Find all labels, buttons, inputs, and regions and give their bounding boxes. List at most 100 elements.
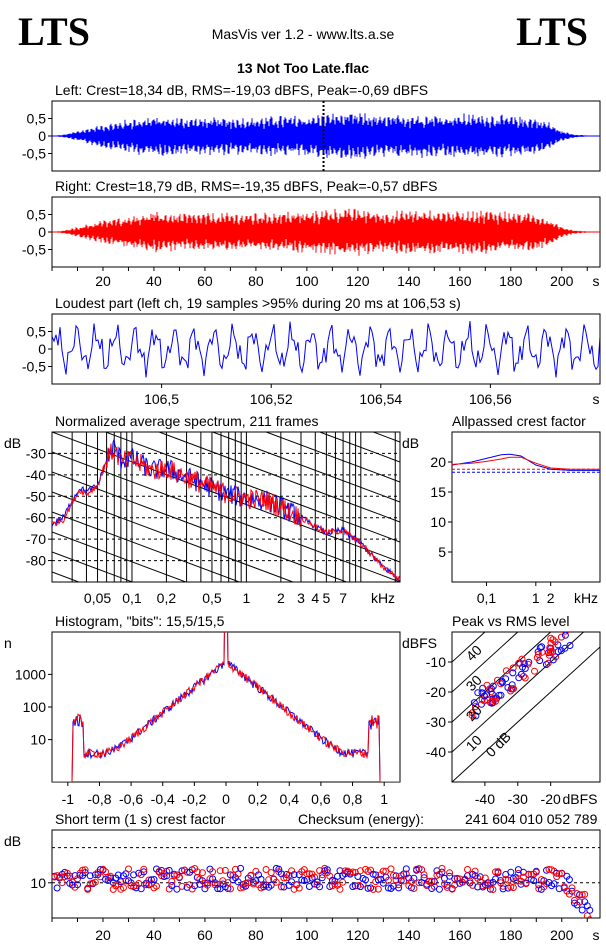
x-tick-label: 80 bbox=[248, 273, 264, 289]
crest-point bbox=[464, 866, 471, 873]
logo-right: LTS bbox=[516, 9, 588, 54]
spectrum-slope-line bbox=[52, 632, 400, 762]
left-waveform bbox=[52, 101, 600, 171]
x-tick-label: 40 bbox=[146, 273, 162, 289]
crest-point bbox=[168, 882, 176, 889]
crest-point bbox=[150, 876, 158, 883]
loudest-part-trace bbox=[52, 321, 600, 378]
crest-point bbox=[53, 884, 61, 892]
x-unit-label: dBFS bbox=[562, 791, 597, 807]
crest-point bbox=[153, 882, 160, 890]
spectrum-slope-line bbox=[52, 511, 241, 582]
x-tick-label: 80 bbox=[248, 927, 264, 943]
y-tick-label: -60 bbox=[26, 510, 46, 526]
y-axis-label: dB bbox=[4, 833, 21, 849]
peak-rms-point bbox=[566, 623, 572, 629]
crest-point bbox=[290, 871, 298, 879]
x-tick-label: 106,5 bbox=[144, 391, 179, 407]
crest-point bbox=[272, 878, 280, 886]
crest-point bbox=[204, 881, 211, 889]
crest-point bbox=[336, 885, 344, 893]
y-tick-label: 10 bbox=[30, 732, 46, 748]
peak-rms-point bbox=[472, 712, 480, 720]
allpass-crest-title: Allpassed crest factor bbox=[452, 413, 586, 429]
short-term-crest-title: Short term (1 s) crest factor bbox=[55, 811, 226, 827]
crest-point bbox=[224, 879, 232, 887]
crest-point bbox=[420, 874, 428, 882]
peak-rms-point bbox=[502, 667, 510, 675]
peak-rms-point bbox=[509, 664, 517, 672]
x-tick-label: 200 bbox=[550, 273, 574, 289]
crest-point bbox=[178, 882, 186, 890]
crest-point bbox=[267, 869, 275, 877]
crest-point bbox=[303, 870, 311, 878]
diagonal-label: 10 bbox=[463, 732, 485, 754]
crest-point bbox=[125, 865, 132, 873]
crest-point bbox=[420, 871, 428, 879]
crest-point bbox=[257, 875, 265, 883]
crest-point bbox=[175, 873, 183, 881]
peak-rms-point bbox=[521, 674, 529, 682]
y-axis-label: dBFS bbox=[402, 635, 437, 651]
crest-point bbox=[119, 884, 127, 892]
x-tick-label: -0,2 bbox=[182, 791, 206, 807]
crest-point bbox=[349, 868, 357, 876]
y-tick-label: 20 bbox=[430, 454, 446, 470]
y-tick-label: 0 bbox=[38, 224, 46, 240]
crest-point bbox=[209, 868, 217, 876]
histogram-plot bbox=[52, 632, 400, 782]
crest-point bbox=[400, 877, 408, 885]
peak-rms-point bbox=[538, 643, 546, 651]
x-tick-label: 2 bbox=[277, 590, 285, 606]
spectrum-slope-line bbox=[52, 252, 400, 382]
peak-rms-point bbox=[549, 656, 557, 664]
x-tick-label: 0,2 bbox=[248, 791, 268, 807]
x-tick-label: 0,4 bbox=[280, 791, 300, 807]
crest-point bbox=[578, 906, 586, 914]
peak-rms-point bbox=[497, 691, 505, 699]
x-unit-label: s bbox=[593, 273, 600, 289]
crest-point bbox=[415, 879, 423, 887]
spectrum-frame bbox=[51, 431, 401, 583]
y-tick-label: 5 bbox=[438, 544, 446, 560]
crest-point bbox=[221, 866, 229, 874]
x-tick-label: 5 bbox=[322, 590, 330, 606]
crest-point bbox=[226, 885, 234, 893]
x-tick-label: 140 bbox=[397, 273, 421, 289]
peak-rms-point bbox=[546, 644, 554, 652]
x-unit-label: kHz bbox=[574, 590, 598, 606]
crest-point bbox=[517, 880, 525, 888]
crest-point bbox=[191, 882, 199, 890]
spectrum-slope-line bbox=[52, 471, 348, 582]
x-unit-label: s bbox=[593, 391, 600, 407]
y-tick-label: -30 bbox=[426, 714, 446, 730]
x-tick-label: 0,1 bbox=[477, 590, 497, 606]
y-tick-label: -70 bbox=[26, 531, 46, 547]
right-waveform bbox=[52, 208, 600, 256]
x-tick-label: 1 bbox=[242, 590, 250, 606]
peak-rms-point bbox=[519, 663, 526, 671]
x-tick-label: 60 bbox=[197, 927, 213, 943]
crest-point bbox=[214, 885, 222, 893]
x-tick-label: 106,52 bbox=[250, 391, 293, 407]
crest-point bbox=[84, 885, 92, 893]
crest-point bbox=[262, 866, 270, 873]
x-tick-label: 140 bbox=[397, 927, 421, 943]
x-tick-label: 0,1 bbox=[122, 590, 142, 606]
y-tick-label: -0,5 bbox=[22, 242, 46, 258]
crest-point bbox=[137, 885, 145, 893]
y-tick-label: -10 bbox=[426, 654, 446, 670]
histogram-title: Histogram, "bits": 15,5/15,5 bbox=[55, 613, 225, 629]
spectrum-plot bbox=[52, 252, 400, 762]
y-tick-label: -80 bbox=[26, 553, 46, 569]
crest-point bbox=[295, 884, 303, 892]
allpass-series-right bbox=[452, 456, 600, 470]
crest-point bbox=[568, 884, 576, 892]
crest-point bbox=[86, 872, 94, 880]
x-tick-label: -20 bbox=[541, 791, 561, 807]
peak-rms-point bbox=[533, 654, 541, 661]
x-tick-label: 0,2 bbox=[157, 590, 177, 606]
x-tick-label: 0,6 bbox=[311, 791, 331, 807]
file-title: 13 Not Too Late.flac bbox=[237, 60, 369, 76]
